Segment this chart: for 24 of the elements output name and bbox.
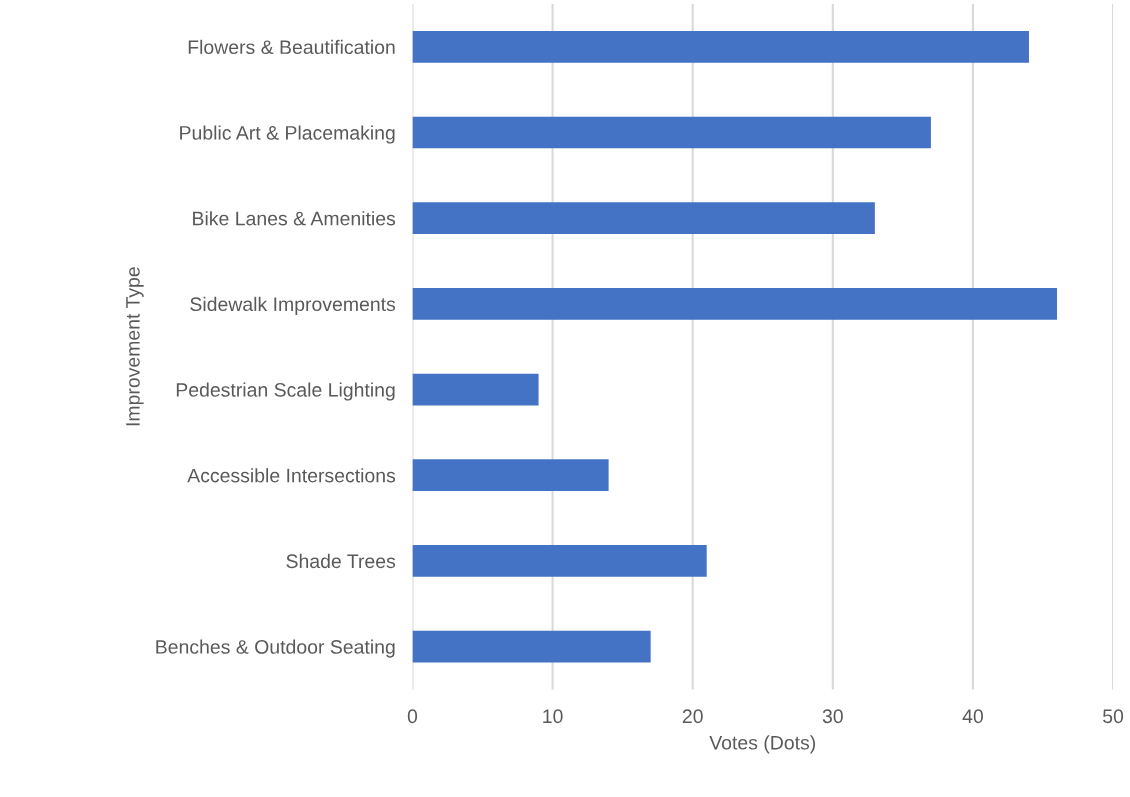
bar [412,630,651,663]
x-tick-label: 30 [822,709,843,724]
y-tick-label: Public Art & Placemaking [180,125,395,144]
y-tick-label: Accessible Intersections [187,468,396,483]
bar [412,116,931,149]
y-tick-label: Benches & Outdoor Seating [156,639,395,658]
y-tick-label: Bike Lanes & Amenities [193,211,396,226]
bar [412,545,707,577]
y-tick-label: Shade Trees [286,553,396,569]
y-axis-title: Improvement Type [126,267,144,426]
x-tick-label: 40 [962,709,983,724]
x-tick-label: 10 [543,709,563,724]
x-axis-title: Votes (Dots) [709,735,816,754]
bar [412,459,609,492]
bar [412,30,1029,63]
x-tick-label: 50 [1103,709,1124,724]
y-tick-label: Flowers & Beautification [188,39,395,55]
x-tick-label: 0 [407,709,418,724]
bar [412,202,875,235]
bar [412,288,1057,320]
y-tick-label: Sidewalk Improvements [190,296,396,315]
bar [412,373,539,406]
y-tick-label: Pedestrian Scale Lighting [176,382,395,401]
x-tick-label: 20 [682,709,703,724]
